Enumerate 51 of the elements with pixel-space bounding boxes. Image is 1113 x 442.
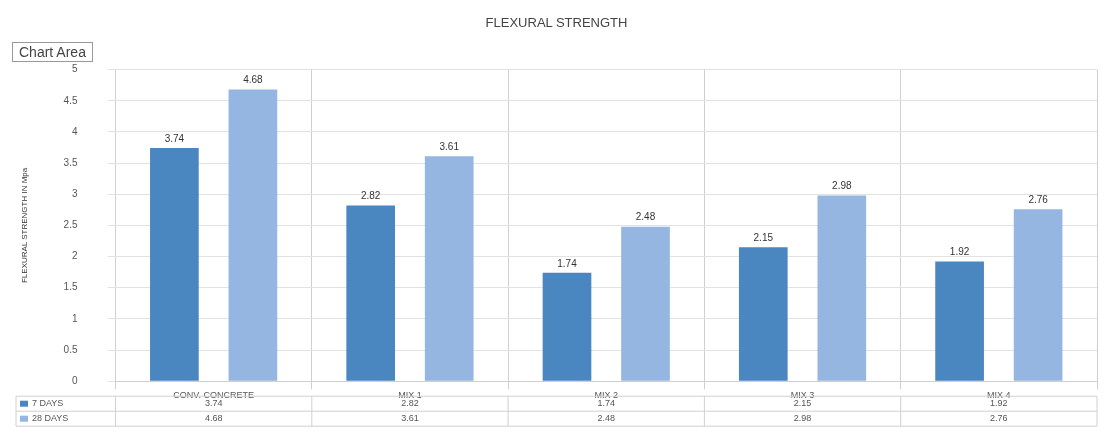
data-label: 2.98 (793, 413, 812, 424)
text: Chart Area (12, 42, 93, 62)
y-tick-label: 0 (71, 374, 78, 386)
data-label: 4.68 (204, 413, 223, 424)
data-label: 1.92 (990, 398, 1008, 409)
annotation: 2.82 (360, 190, 381, 202)
y-tick-label: 0.5 (63, 343, 78, 355)
y-tick-label: 5 (71, 63, 78, 75)
annotation: 3.74 (164, 132, 185, 144)
chart-title: FLEXURAL STRENGTH (485, 15, 628, 31)
y-tick-label: 1 (71, 312, 78, 324)
y-tick-label: 4.5 (63, 94, 78, 106)
data-label: 2.82 (401, 398, 419, 409)
annotation: 2.15 (753, 231, 774, 243)
x-tick-label: CONV. CONCRETE (173, 390, 254, 401)
y-tick-label: 4 (71, 125, 78, 137)
x-tick-label: MIX 1 (398, 390, 422, 401)
annotation: 2.76 (1028, 193, 1049, 205)
annotation: 4.68 (243, 74, 264, 86)
x-tick-label: MIX 2 (594, 390, 619, 401)
y-tick-label: 2 (71, 250, 78, 262)
bar (150, 148, 199, 381)
y-tick-label: 2.5 (63, 219, 78, 231)
data-label: 3.61 (401, 413, 419, 424)
legend-label: 28 DAYS (32, 413, 69, 424)
bar (738, 247, 788, 381)
x-tick-label: MIX 3 (790, 390, 815, 401)
data-label: 1.74 (597, 398, 616, 409)
bar (1013, 209, 1063, 381)
annotation: 2.98 (832, 180, 852, 192)
x-tick-label: MIX 4 (987, 390, 1011, 401)
data-label: 2.15 (793, 398, 812, 409)
bar (817, 195, 867, 381)
y-tick-label: 3.5 (63, 156, 78, 168)
bar (228, 89, 278, 381)
bar (424, 156, 474, 381)
data-label: 2.76 (990, 413, 1008, 424)
legend-label: 7 DAYS (32, 398, 64, 409)
annotation: 1.92 (949, 246, 970, 258)
bar (346, 205, 396, 381)
y-tick-label: 1.5 (63, 281, 78, 293)
bar (621, 226, 670, 381)
annotation: 1.74 (557, 257, 578, 269)
data-label: 3.74 (204, 398, 223, 409)
annotation: 3.61 (439, 140, 460, 152)
y-tick-label: 3 (71, 187, 78, 199)
bar (935, 261, 984, 381)
data-label: 2.48 (597, 413, 616, 424)
bar (542, 272, 592, 381)
annotation: 2.48 (635, 211, 656, 223)
y-axis-title: FLEXURAL STRENGTH IN Mpa (20, 167, 29, 284)
